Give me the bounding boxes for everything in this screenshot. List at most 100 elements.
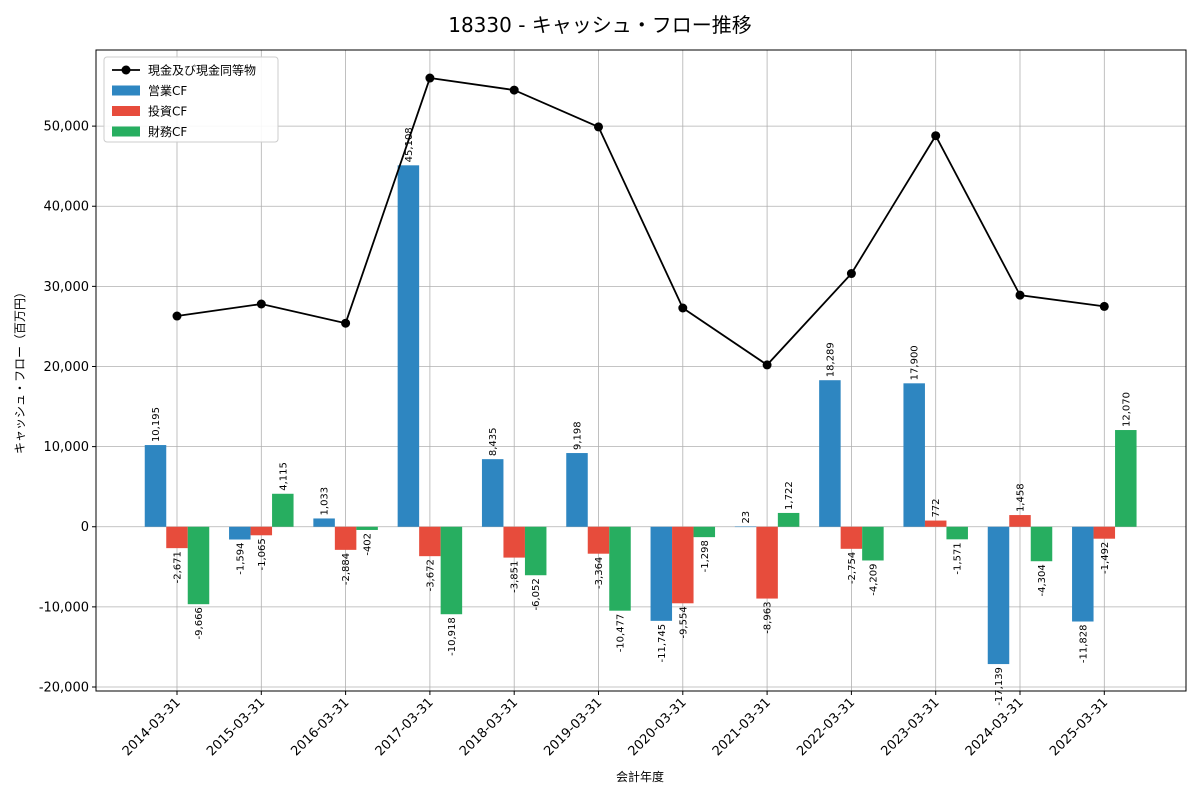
- legend-entry-label: 現金及び現金同等物: [148, 63, 256, 78]
- bar-営業CF-2024-03-31: [987, 526, 1010, 665]
- x-axis-label: 会計年度: [616, 769, 664, 784]
- bar-営業CF-2017-03-31: [397, 165, 420, 527]
- bar-投資CF-2022-03-31: [840, 526, 863, 549]
- bar-財務CF-2024-03-31: [1030, 526, 1053, 562]
- bar-value-label: -2,884: [341, 553, 352, 585]
- legend-entry-label: 投資CF: [148, 104, 187, 119]
- bar-営業CF-2015-03-31: [229, 526, 251, 540]
- bar-value-label: 772: [931, 498, 942, 517]
- bar-value-label: 12,070: [1121, 392, 1132, 427]
- bar-投資CF-2016-03-31: [334, 526, 357, 550]
- bar-財務CF-2014-03-31: [187, 526, 210, 605]
- bar-value-label: 17,900: [910, 345, 921, 380]
- bar-value-label: -4,304: [1037, 564, 1048, 596]
- bar-営業CF-2019-03-31: [566, 453, 588, 527]
- legend-bar-swatch: [112, 126, 140, 137]
- bar-投資CF-2018-03-31: [503, 526, 525, 558]
- bar-財務CF-2023-03-31: [946, 526, 968, 540]
- bar-value-label: -1,065: [257, 538, 268, 570]
- bar-営業CF-2014-03-31: [144, 445, 167, 527]
- bar-value-label: 4,115: [278, 462, 289, 491]
- x-tick-label: 2019-03-31: [541, 695, 605, 759]
- bar-value-label: -3,851: [510, 561, 521, 593]
- bar-財務CF-2015-03-31: [272, 493, 294, 527]
- bar-value-label: -9,666: [194, 607, 205, 639]
- bar-営業CF-2018-03-31: [481, 459, 504, 527]
- bar-営業CF-2023-03-31: [903, 383, 925, 527]
- bar-value-label: -9,554: [678, 606, 689, 638]
- bar-財務CF-2020-03-31: [693, 526, 716, 538]
- bar-営業CF-2021-03-31: [734, 526, 757, 528]
- bar-value-label: -6,052: [531, 578, 542, 610]
- x-tick-label: 2025-03-31: [1047, 695, 1111, 759]
- x-tick-label: 2017-03-31: [373, 695, 437, 759]
- legend-box: [103, 56, 279, 143]
- bar-投資CF-2015-03-31: [250, 526, 273, 536]
- bar-value-label: -4,209: [868, 563, 879, 595]
- cash-equivalents-point: [425, 73, 435, 83]
- cash-equivalents-point: [1015, 290, 1025, 300]
- bar-財務CF-2019-03-31: [609, 526, 631, 611]
- bar-営業CF-2022-03-31: [819, 380, 841, 527]
- bar-value-label: -11,828: [1078, 625, 1089, 664]
- cash-equivalents-point: [931, 131, 941, 141]
- bar-財務CF-2025-03-31: [1115, 430, 1137, 527]
- cash-equivalents-point: [594, 122, 603, 132]
- bar-財務CF-2017-03-31: [440, 526, 463, 615]
- bar-value-label: -1,298: [700, 540, 711, 572]
- bar-value-label: 9,198: [573, 421, 584, 450]
- bar-value-label: 1,722: [784, 481, 795, 510]
- bar-value-label: -3,364: [594, 557, 605, 589]
- y-tick-label: 10,000: [44, 440, 90, 455]
- legend-bar-swatch: [112, 106, 140, 116]
- cash-equivalents-point: [1099, 301, 1109, 311]
- plot-frame: [95, 49, 1187, 692]
- bar-value-label: -3,672: [425, 559, 436, 591]
- bar-value-label: 10,195: [151, 407, 162, 442]
- bar-value-label: -10,918: [447, 617, 458, 656]
- line-layer: [172, 73, 1109, 370]
- grid-layer: [96, 50, 1186, 691]
- x-tick-label: 2021-03-31: [710, 695, 774, 759]
- bar-営業CF-2016-03-31: [313, 518, 335, 527]
- bar-財務CF-2022-03-31: [862, 526, 884, 561]
- cash-equivalents-point: [341, 318, 351, 328]
- y-tick-label: 40,000: [44, 200, 90, 215]
- bar-投資CF-2020-03-31: [672, 526, 694, 604]
- bar-value-label: -1,594: [235, 543, 246, 575]
- chart-title: 18330 - キャッシュ・フロー推移: [448, 13, 752, 37]
- bar-value-label: -8,963: [763, 602, 774, 634]
- bar-財務CF-2018-03-31: [524, 526, 547, 576]
- x-tick-label: 2022-03-31: [794, 695, 858, 759]
- bar-value-label: 18,289: [825, 342, 836, 377]
- bar-value-label: -2,754: [847, 552, 858, 584]
- legend-marker: [121, 65, 131, 75]
- legend-entry-label: 営業CF: [148, 84, 187, 98]
- bar-value-label: -10,477: [616, 614, 627, 653]
- cash-equivalents-point: [846, 269, 856, 279]
- data-labels-layer: 10,195 -1,594 1,033 45,108 8,435 9,198 -11,745…: [151, 127, 1132, 705]
- x-tick-label: 2020-03-31: [626, 695, 690, 759]
- bar-投資CF-2019-03-31: [587, 526, 610, 554]
- bar-value-label: -11,745: [657, 624, 668, 663]
- cash-equivalents-point: [678, 303, 688, 313]
- bar-投資CF-2023-03-31: [924, 520, 947, 527]
- y-tick-label: 0: [81, 520, 89, 535]
- bar-value-label: 1,458: [1016, 483, 1027, 512]
- bar-財務CF-2021-03-31: [777, 512, 800, 527]
- y-axis-label: キャッシュ・フロー（百万円）: [13, 286, 27, 454]
- bar-value-label: -17,139: [994, 667, 1005, 706]
- bar-value-label: 1,033: [320, 487, 331, 516]
- bar-value-label: -1,571: [953, 542, 964, 574]
- bar-value-label: 8,435: [488, 428, 499, 457]
- bar-value-label: 23: [741, 511, 752, 524]
- cash-equivalents-point: [762, 360, 772, 370]
- x-tick-label: 2015-03-31: [204, 695, 268, 759]
- bar-投資CF-2014-03-31: [166, 526, 188, 549]
- cash-equivalents-line: [176, 77, 1105, 367]
- x-tick-label: 2014-03-31: [120, 695, 184, 759]
- bar-営業CF-2020-03-31: [650, 526, 673, 621]
- cash-equivalents-point: [256, 299, 266, 309]
